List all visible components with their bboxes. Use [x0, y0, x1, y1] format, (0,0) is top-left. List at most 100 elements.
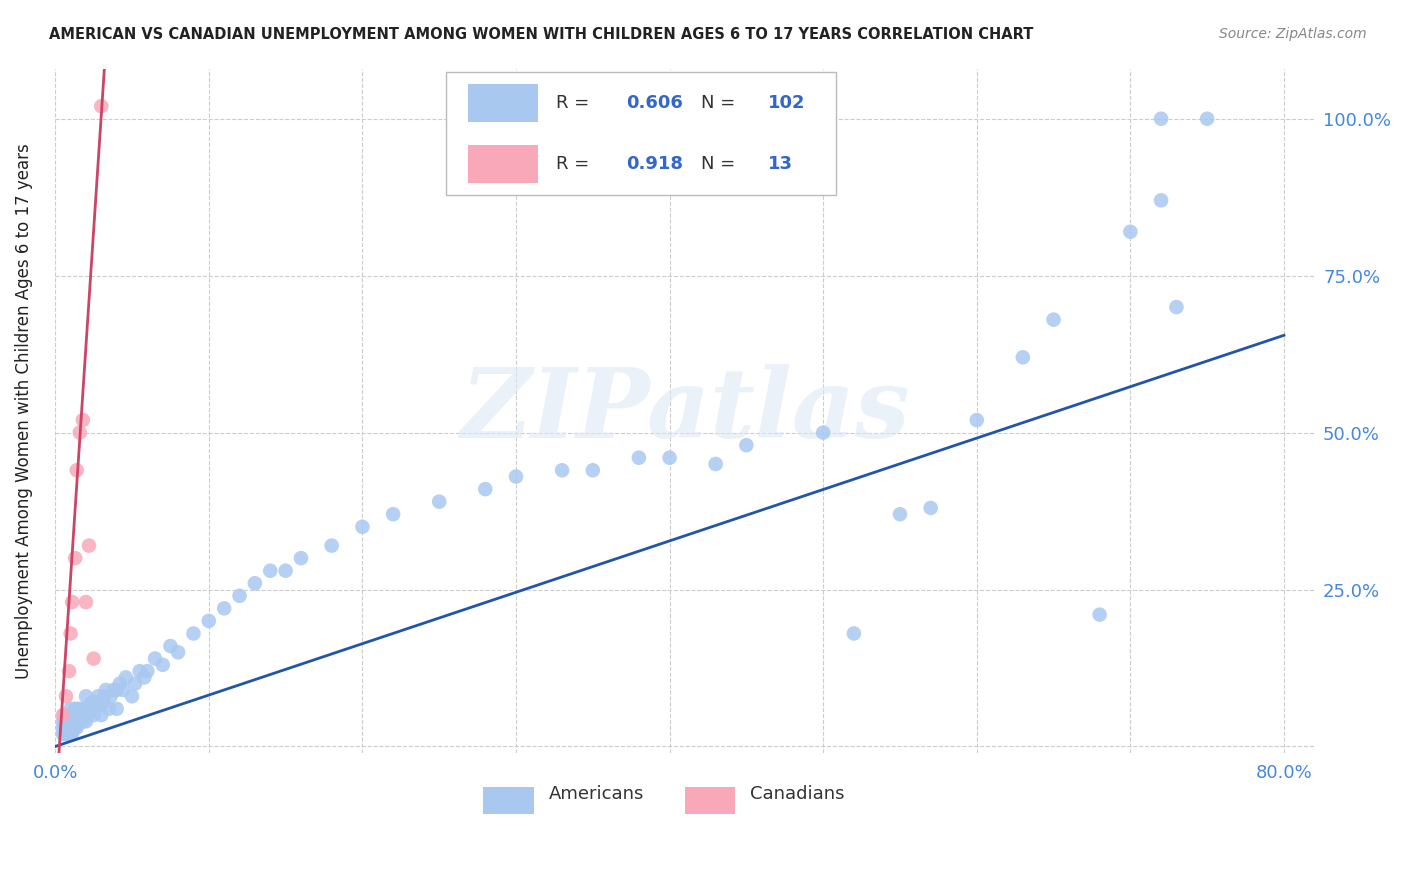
Point: [505, 469, 527, 483]
Point: [134, 670, 156, 684]
Point: [59, 708, 82, 723]
Point: [212, 601, 235, 615]
Point: [80, 696, 103, 710]
Point: [382, 507, 405, 521]
Point: [1119, 225, 1142, 239]
Point: [811, 425, 834, 440]
Text: Canadians: Canadians: [751, 785, 845, 803]
Point: [66, 721, 89, 735]
Point: [72, 702, 94, 716]
Text: R =: R =: [557, 94, 596, 112]
Point: [75, 714, 97, 729]
Point: [427, 494, 450, 508]
Point: [52, 727, 75, 741]
Point: [53, 721, 76, 735]
Text: AMERICAN VS CANADIAN UNEMPLOYMENT AMONG WOMEN WITH CHILDREN AGES 6 TO 17 YEARS C: AMERICAN VS CANADIAN UNEMPLOYMENT AMONG …: [49, 27, 1033, 42]
Text: R =: R =: [557, 155, 596, 173]
Point: [60, 727, 83, 741]
Point: [290, 551, 312, 566]
Point: [60, 595, 83, 609]
Point: [53, 727, 76, 741]
Point: [83, 696, 105, 710]
Point: [52, 714, 75, 729]
Point: [56, 714, 79, 729]
Point: [55, 727, 77, 741]
Text: ZIPatlas: ZIPatlas: [460, 364, 910, 458]
Point: [159, 639, 181, 653]
Point: [98, 702, 121, 716]
Point: [352, 520, 374, 534]
Point: [59, 626, 82, 640]
Point: [66, 708, 89, 723]
Point: [70, 708, 93, 723]
Point: [152, 657, 174, 672]
Point: [72, 714, 94, 729]
Point: [75, 690, 97, 704]
FancyBboxPatch shape: [484, 787, 534, 814]
Point: [83, 708, 105, 723]
Point: [58, 708, 80, 723]
Point: [55, 690, 77, 704]
Point: [84, 702, 107, 716]
Point: [60, 714, 83, 729]
Point: [62, 721, 84, 735]
Point: [69, 425, 91, 440]
Point: [73, 708, 96, 723]
Text: 0.918: 0.918: [626, 155, 683, 173]
FancyBboxPatch shape: [468, 145, 537, 183]
Point: [77, 539, 100, 553]
Point: [115, 670, 138, 684]
Point: [63, 721, 86, 735]
Text: 13: 13: [768, 155, 793, 173]
Point: [59, 714, 82, 729]
Point: [842, 626, 865, 640]
Y-axis label: Unemployment Among Women with Children Ages 6 to 17 years: Unemployment Among Women with Children A…: [15, 143, 32, 679]
Point: [91, 696, 114, 710]
Point: [1150, 112, 1173, 126]
Point: [105, 683, 128, 698]
Point: [75, 595, 97, 609]
Text: N =: N =: [702, 155, 741, 173]
Text: 0.606: 0.606: [626, 94, 683, 112]
Point: [582, 463, 605, 477]
Point: [920, 500, 942, 515]
Point: [121, 690, 143, 704]
Point: [90, 708, 112, 723]
Point: [56, 727, 79, 741]
Point: [551, 463, 574, 477]
Point: [67, 714, 90, 729]
Point: [77, 702, 100, 716]
Text: N =: N =: [702, 94, 741, 112]
Point: [243, 576, 266, 591]
Point: [58, 721, 80, 735]
Point: [52, 721, 75, 735]
FancyBboxPatch shape: [468, 84, 537, 122]
Point: [124, 676, 146, 690]
Point: [69, 714, 91, 729]
Point: [90, 99, 112, 113]
Point: [259, 564, 281, 578]
Point: [1011, 351, 1033, 365]
Point: [128, 664, 150, 678]
Point: [704, 457, 727, 471]
Point: [52, 708, 75, 723]
Point: [183, 626, 205, 640]
Point: [87, 690, 110, 704]
Point: [111, 683, 134, 698]
Point: [79, 702, 101, 716]
Text: Americans: Americans: [548, 785, 644, 803]
Text: 102: 102: [768, 94, 806, 112]
Text: Source: ZipAtlas.com: Source: ZipAtlas.com: [1219, 27, 1367, 41]
Point: [1197, 112, 1219, 126]
Point: [83, 651, 105, 665]
Point: [321, 539, 343, 553]
Point: [1088, 607, 1111, 622]
Point: [72, 413, 94, 427]
Point: [136, 664, 159, 678]
Point: [889, 507, 911, 521]
Point: [63, 551, 86, 566]
Point: [228, 589, 250, 603]
Point: [86, 696, 108, 710]
Point: [94, 683, 117, 698]
Point: [58, 727, 80, 741]
